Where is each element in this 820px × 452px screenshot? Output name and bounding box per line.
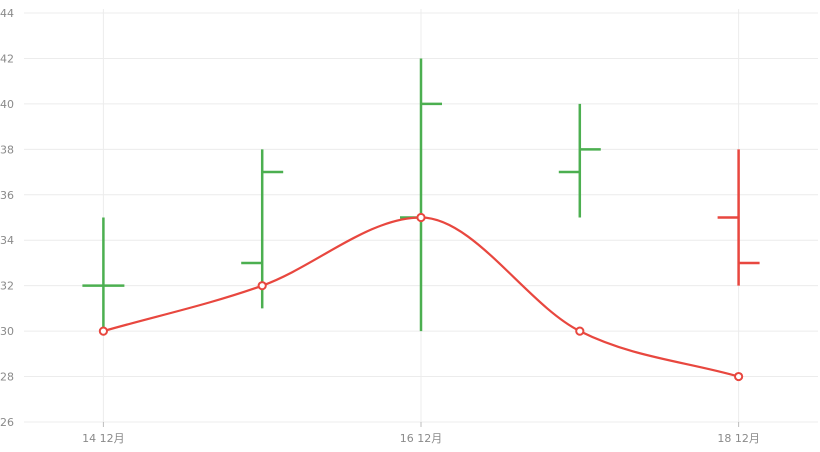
ohlc-bar bbox=[558, 103, 601, 218]
line-point bbox=[257, 281, 267, 291]
ohlc-bar bbox=[717, 149, 760, 286]
line-point bbox=[734, 371, 744, 382]
y-tick-label: 44 bbox=[0, 7, 14, 20]
line-series bbox=[98, 212, 744, 382]
ohlc-bars bbox=[82, 58, 760, 332]
y-tick-label: 42 bbox=[0, 52, 14, 65]
x-tick-label: 16 12月 bbox=[400, 432, 443, 445]
line-point bbox=[98, 326, 109, 336]
line-point bbox=[575, 326, 585, 336]
y-tick-label: 32 bbox=[0, 280, 14, 293]
line-point bbox=[416, 212, 426, 223]
y-tick-label: 36 bbox=[0, 189, 14, 202]
y-tick-label: 26 bbox=[0, 416, 14, 429]
y-tick-label: 30 bbox=[0, 325, 14, 338]
x-tick-label: 14 12月 bbox=[82, 432, 125, 445]
y-tick-label: 40 bbox=[0, 98, 14, 111]
y-tick-label: 38 bbox=[0, 143, 14, 156]
y-tick-label: 28 bbox=[0, 371, 14, 384]
axis-labels: 26 28 30 32 34 36 38 40 42 44 14 12月 16 12月 18 12月 bbox=[0, 7, 760, 445]
y-tick-label: 34 bbox=[0, 234, 14, 247]
ohlc-bar bbox=[82, 217, 125, 332]
x-tick-label: 18 12月 bbox=[717, 432, 760, 445]
